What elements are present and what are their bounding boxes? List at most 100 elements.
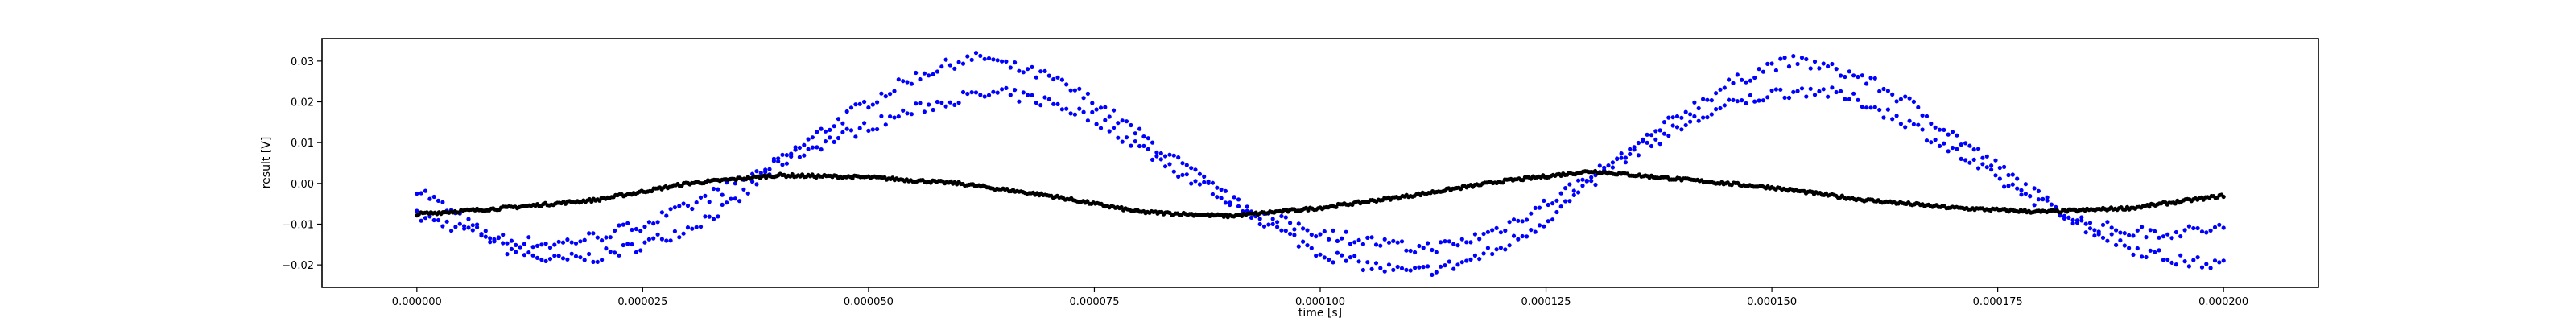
blue-point xyxy=(621,222,625,227)
blue-point xyxy=(815,145,819,150)
blue-point xyxy=(505,252,510,257)
blue-point xyxy=(943,57,948,62)
blue-point xyxy=(2041,197,2046,202)
blue-point xyxy=(1171,153,1176,158)
blue-point xyxy=(1426,241,1430,246)
blue-point xyxy=(819,147,824,152)
blue-point xyxy=(1524,217,1530,222)
blue-point xyxy=(901,79,906,84)
blue-point xyxy=(1443,263,1447,268)
blue-point xyxy=(2131,252,2136,257)
blue-point xyxy=(716,187,720,192)
blue-point xyxy=(1219,196,1224,200)
blue-point xyxy=(1210,192,1215,196)
blue-point xyxy=(505,241,510,246)
blue-point xyxy=(1275,220,1280,225)
blue-point xyxy=(595,235,600,240)
blue-point xyxy=(1576,190,1581,195)
blue-point xyxy=(1705,115,1710,120)
blue-point xyxy=(1098,126,1104,130)
blue-point xyxy=(1942,127,1946,132)
blue-point xyxy=(2100,222,2106,227)
blue-point xyxy=(685,203,691,208)
blue-point xyxy=(1748,93,1752,97)
blue-point xyxy=(1550,217,1555,222)
blue-point xyxy=(1563,186,1568,191)
blue-point xyxy=(1447,239,1451,244)
blue-point xyxy=(1786,95,1792,101)
blue-point xyxy=(535,243,540,248)
blue-point xyxy=(1731,80,1736,85)
blue-point xyxy=(1283,229,1288,233)
blue-point xyxy=(1847,97,1852,101)
blue-point xyxy=(2002,184,2007,189)
blue-point xyxy=(1632,147,1637,152)
blue-point xyxy=(1443,239,1447,244)
blue-point xyxy=(1184,163,1189,167)
blue-point xyxy=(556,254,561,258)
blue-point xyxy=(1791,54,1796,59)
blue-point xyxy=(918,76,923,82)
blue-point xyxy=(1744,80,1748,85)
x-tick-label: 0.000150 xyxy=(1747,296,1797,308)
blue-point xyxy=(625,221,630,225)
blue-point xyxy=(1378,266,1383,270)
blue-point xyxy=(896,77,901,82)
blue-point xyxy=(1980,155,1985,160)
blue-point xyxy=(1989,163,1994,168)
blue-point xyxy=(1072,88,1077,93)
blue-point xyxy=(539,257,544,262)
blue-point xyxy=(526,235,531,240)
blue-point xyxy=(604,235,609,240)
blue-point xyxy=(1261,224,1267,229)
blue-point xyxy=(1955,133,1959,138)
y-tick-label: −0.01 xyxy=(282,219,314,231)
blue-point xyxy=(1946,132,1951,137)
blue-point xyxy=(1976,166,1981,171)
blue-point xyxy=(573,241,579,246)
blue-point xyxy=(1116,135,1121,140)
blue-point xyxy=(1439,240,1443,245)
blue-point xyxy=(1830,85,1835,90)
blue-point xyxy=(1180,161,1185,166)
blue-point xyxy=(1477,237,1482,242)
blue-point xyxy=(1171,169,1176,174)
x-tick-label: 0.000050 xyxy=(844,296,894,308)
blue-point xyxy=(1494,247,1499,252)
blue-point xyxy=(1718,87,1723,92)
blue-point xyxy=(1679,115,1684,120)
blue-point xyxy=(1959,142,1963,147)
blue-point xyxy=(1666,133,1671,138)
blue-point xyxy=(1924,114,1930,118)
blue-point xyxy=(1399,266,1405,270)
blue-point xyxy=(758,171,763,175)
blue-point xyxy=(483,229,488,233)
blue-point xyxy=(2118,238,2123,243)
blue-point xyxy=(1868,105,1873,110)
blue-point xyxy=(2221,225,2226,230)
blue-point xyxy=(1116,121,1121,126)
blue-point xyxy=(780,152,785,157)
blue-point xyxy=(1963,158,1968,163)
blue-point xyxy=(1270,221,1275,226)
blue-point xyxy=(1189,166,1194,171)
blue-point xyxy=(1740,98,1744,103)
blue-point xyxy=(806,147,811,151)
blue-point xyxy=(1305,243,1310,248)
blue-point xyxy=(1971,147,1976,152)
blue-point xyxy=(1955,147,1959,151)
blue-point xyxy=(1348,255,1352,260)
blue-point xyxy=(1834,67,1839,72)
blue-point xyxy=(1546,202,1550,208)
blue-point xyxy=(1137,143,1142,149)
blue-point xyxy=(2217,260,2222,265)
blue-point xyxy=(431,217,436,223)
blue-point xyxy=(1778,56,1783,61)
blue-point xyxy=(1757,98,1761,103)
blue-point xyxy=(466,217,471,221)
blue-point xyxy=(415,208,419,213)
blue-point xyxy=(642,225,647,229)
blue-point xyxy=(1085,91,1090,96)
blue-point xyxy=(1636,153,1641,158)
blue-point xyxy=(1799,56,1805,60)
